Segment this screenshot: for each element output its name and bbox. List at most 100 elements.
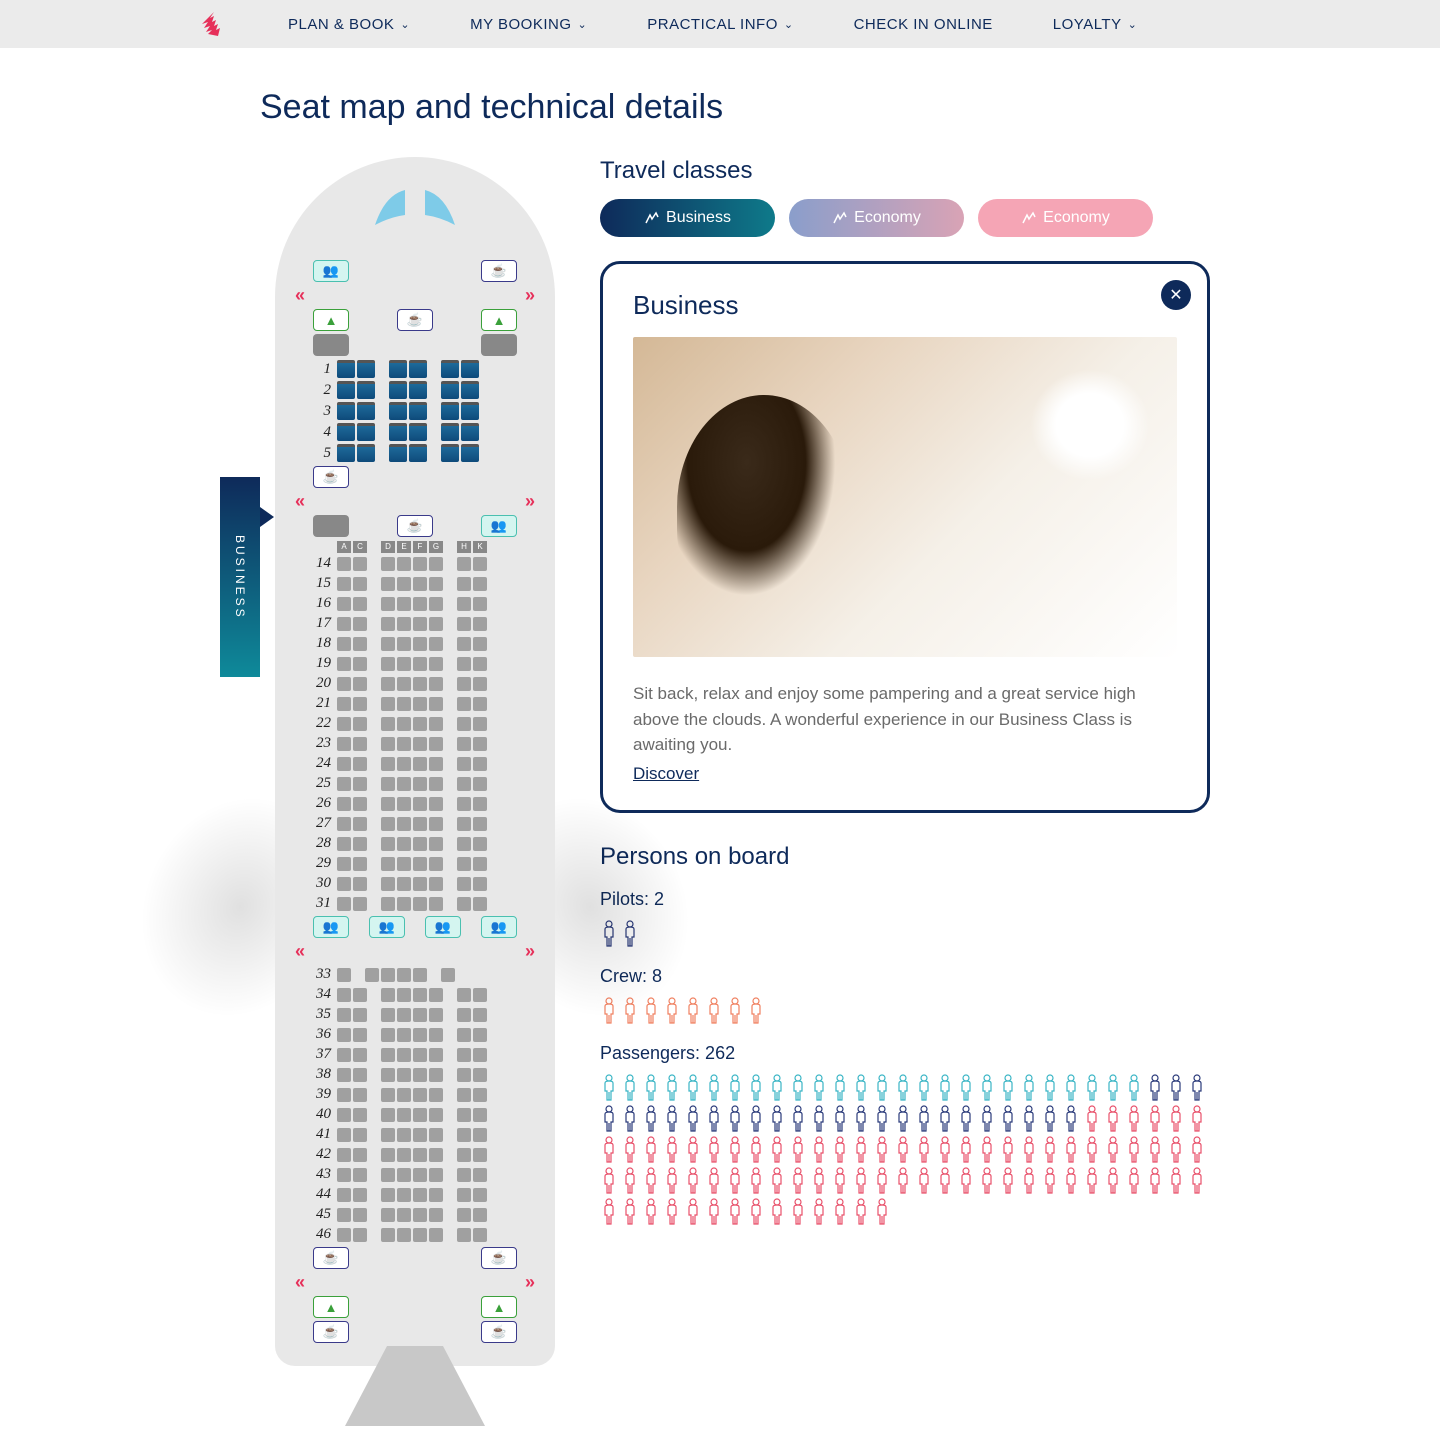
seat-business[interactable] (389, 423, 407, 441)
seat-economy[interactable] (381, 597, 395, 611)
discover-link[interactable]: Discover (633, 764, 699, 783)
seat-economy[interactable] (429, 677, 443, 691)
seat-economy[interactable] (457, 1028, 471, 1042)
seat-business[interactable] (389, 381, 407, 399)
seat-business[interactable] (337, 381, 355, 399)
seat-economy[interactable] (473, 757, 487, 771)
seat-economy[interactable] (397, 777, 411, 791)
seat-economy[interactable] (397, 757, 411, 771)
seat-economy[interactable] (353, 1228, 367, 1242)
seat-economy[interactable] (473, 837, 487, 851)
seat-economy[interactable] (473, 677, 487, 691)
seat-economy[interactable] (365, 968, 379, 982)
seat-economy[interactable] (337, 1048, 351, 1062)
seat-economy[interactable] (413, 817, 427, 831)
seat-economy[interactable] (457, 1208, 471, 1222)
class-pill-econ2[interactable]: Economy (978, 199, 1153, 237)
seat-economy[interactable] (353, 677, 367, 691)
seat-economy[interactable] (337, 1188, 351, 1202)
nav-check-in-online[interactable]: CHECK IN ONLINE (854, 16, 993, 33)
seat-economy[interactable] (473, 877, 487, 891)
seat-economy[interactable] (381, 797, 395, 811)
seat-economy[interactable] (337, 857, 351, 871)
seat-economy[interactable] (337, 897, 351, 911)
seat-economy[interactable] (473, 817, 487, 831)
seat-economy[interactable] (353, 657, 367, 671)
seat-economy[interactable] (473, 1068, 487, 1082)
seat-economy[interactable] (413, 797, 427, 811)
seat-economy[interactable] (353, 1108, 367, 1122)
seat-economy[interactable] (429, 1088, 443, 1102)
seat-economy[interactable] (457, 677, 471, 691)
seat-economy[interactable] (413, 577, 427, 591)
seat-economy[interactable] (381, 968, 395, 982)
seat-economy[interactable] (381, 1008, 395, 1022)
seat-economy[interactable] (457, 737, 471, 751)
seat-economy[interactable] (457, 1228, 471, 1242)
seat-economy[interactable] (413, 857, 427, 871)
seat-economy[interactable] (337, 597, 351, 611)
seat-economy[interactable] (457, 757, 471, 771)
seat-economy[interactable] (381, 1228, 395, 1242)
seat-economy[interactable] (413, 877, 427, 891)
seat-economy[interactable] (413, 557, 427, 571)
seat-economy[interactable] (381, 1028, 395, 1042)
seat-economy[interactable] (337, 1168, 351, 1182)
seat-economy[interactable] (473, 1108, 487, 1122)
seat-economy[interactable] (353, 1208, 367, 1222)
seat-economy[interactable] (397, 1168, 411, 1182)
seat-business[interactable] (389, 360, 407, 378)
seat-economy[interactable] (429, 697, 443, 711)
seat-economy[interactable] (381, 1108, 395, 1122)
seat-economy[interactable] (337, 1008, 351, 1022)
seat-economy[interactable] (381, 777, 395, 791)
seat-economy[interactable] (457, 1008, 471, 1022)
seat-economy[interactable] (397, 1028, 411, 1042)
seat-business[interactable] (409, 360, 427, 378)
seat-economy[interactable] (457, 657, 471, 671)
seat-economy[interactable] (381, 657, 395, 671)
class-pill-econ1[interactable]: Economy (789, 199, 964, 237)
seat-economy[interactable] (337, 1088, 351, 1102)
seat-economy[interactable] (429, 717, 443, 731)
seat-economy[interactable] (457, 1108, 471, 1122)
seat-business[interactable] (337, 360, 355, 378)
seat-economy[interactable] (413, 988, 427, 1002)
seat-economy[interactable] (381, 817, 395, 831)
seat-economy[interactable] (413, 677, 427, 691)
seat-economy[interactable] (457, 797, 471, 811)
seat-economy[interactable] (381, 717, 395, 731)
seat-economy[interactable] (397, 1108, 411, 1122)
seat-business[interactable] (357, 423, 375, 441)
seat-economy[interactable] (457, 1048, 471, 1062)
seat-economy[interactable] (457, 1168, 471, 1182)
seat-business[interactable] (441, 360, 459, 378)
seat-economy[interactable] (353, 577, 367, 591)
seat-economy[interactable] (337, 988, 351, 1002)
seat-economy[interactable] (429, 577, 443, 591)
seat-economy[interactable] (381, 1088, 395, 1102)
seat-economy[interactable] (337, 637, 351, 651)
seat-economy[interactable] (413, 1168, 427, 1182)
seat-economy[interactable] (429, 1228, 443, 1242)
seat-economy[interactable] (429, 597, 443, 611)
seat-economy[interactable] (457, 1188, 471, 1202)
seat-economy[interactable] (429, 1048, 443, 1062)
seat-economy[interactable] (337, 737, 351, 751)
seat-economy[interactable] (397, 1008, 411, 1022)
seat-economy[interactable] (429, 657, 443, 671)
seat-economy[interactable] (381, 1068, 395, 1082)
seat-business[interactable] (337, 444, 355, 462)
seat-economy[interactable] (457, 1148, 471, 1162)
seat-economy[interactable] (413, 1228, 427, 1242)
seat-economy[interactable] (381, 757, 395, 771)
seat-business[interactable] (389, 444, 407, 462)
seat-economy[interactable] (337, 1108, 351, 1122)
seat-economy[interactable] (353, 717, 367, 731)
seat-economy[interactable] (353, 637, 367, 651)
seat-economy[interactable] (397, 1228, 411, 1242)
seat-economy[interactable] (353, 1128, 367, 1142)
seat-business[interactable] (337, 402, 355, 420)
seat-economy[interactable] (413, 1188, 427, 1202)
seat-economy[interactable] (473, 1148, 487, 1162)
